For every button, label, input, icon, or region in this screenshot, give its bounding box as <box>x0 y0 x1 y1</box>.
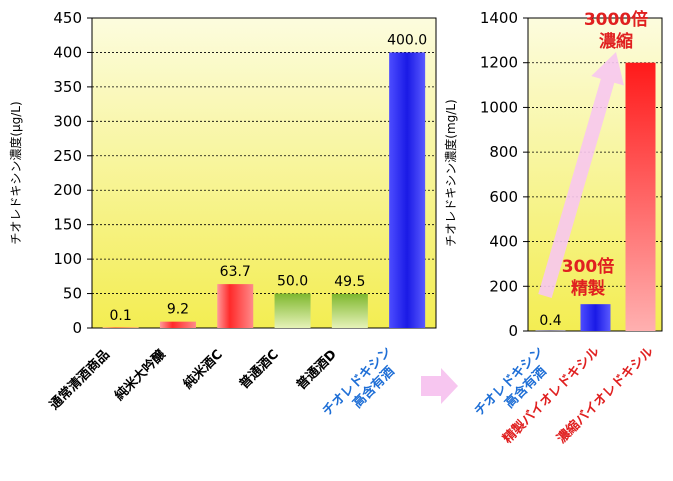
bar-1-1 <box>102 327 139 328</box>
y-tick-label: 250 <box>53 147 82 165</box>
y-tick-label: 200 <box>53 181 82 199</box>
data-label: 50.0 <box>277 274 308 290</box>
y-tick-label: 200 <box>489 277 518 295</box>
y-tick-label: 0 <box>508 322 518 340</box>
category-label: チオレドキシン高含有酒 <box>472 344 558 430</box>
y-tick-label: 150 <box>53 216 82 234</box>
data-label: 0.1 <box>110 308 132 324</box>
category-label: 普通酒D <box>293 346 340 393</box>
y-tick-label: 100 <box>53 250 82 268</box>
bar-1-6 <box>389 52 426 328</box>
y-tick-label: 50 <box>63 285 82 303</box>
y-tick-label: 300 <box>53 112 82 130</box>
bar-1-2 <box>159 321 196 328</box>
y-axis-label: チオレドキシン濃度(μg/L) <box>8 101 23 244</box>
data-label: 63.7 <box>220 264 251 280</box>
bar-2-1 <box>535 330 566 331</box>
y-tick-label: 400 <box>53 43 82 61</box>
bar-1-4 <box>274 293 311 328</box>
fold-annotation: 300倍精製 <box>562 256 615 299</box>
category-label: 普通酒C <box>236 347 282 393</box>
data-label: 49.5 <box>334 274 365 290</box>
y-tick-label: 450 <box>53 9 82 27</box>
plot-area-1 <box>91 17 437 329</box>
y-tick-label: 1400 <box>480 9 518 27</box>
y-axis-label: チオレドキシン濃度(mg/L) <box>443 99 458 246</box>
bar-1-3 <box>217 284 254 328</box>
y-tick-label: 400 <box>489 233 518 251</box>
y-tick-label: 1000 <box>480 98 518 116</box>
y-tick-label: 600 <box>489 188 518 206</box>
y-tick-label: 0 <box>72 319 82 337</box>
bar-2-3 <box>625 62 656 331</box>
data-label: 0.4 <box>539 313 561 329</box>
data-label: 9.2 <box>167 302 189 318</box>
bar-2-2 <box>580 304 611 331</box>
y-tick-label: 1200 <box>480 54 518 72</box>
y-tick-label: 350 <box>53 78 82 96</box>
data-label: 400.0 <box>387 32 427 48</box>
bar-1-5 <box>331 293 368 328</box>
category-label: 通常清酒商品 <box>46 347 112 413</box>
increase-arrow <box>538 52 624 298</box>
panel-connector-arrow <box>421 368 458 404</box>
category-label: 純米大吟醸 <box>112 346 170 404</box>
y-tick-label: 800 <box>489 143 518 161</box>
fold-annotation: 3000倍濃縮 <box>584 9 648 52</box>
category-label: 濃縮バイオレドキシル <box>554 344 657 447</box>
category-label: 純米酒C <box>180 347 226 393</box>
